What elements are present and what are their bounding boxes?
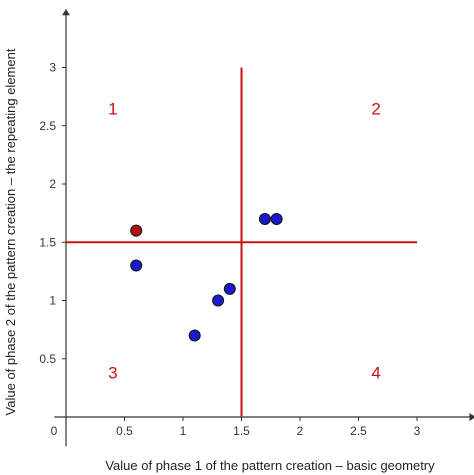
reference-lines xyxy=(66,67,417,417)
quadrant-labels: 1 2 3 4 xyxy=(108,99,381,382)
data-point xyxy=(270,212,283,225)
x-tick-label: 0 xyxy=(51,424,58,438)
x-axis-label: Value of phase 1 of the pattern creation… xyxy=(105,458,435,473)
y-axis-label: Value of phase 2 of the pattern creation… xyxy=(3,48,18,415)
x-tick-label: 1.5 xyxy=(233,424,250,438)
quadrant-label-1: 1 xyxy=(108,99,117,118)
y-tick-label: 3 xyxy=(49,61,56,75)
x-tick-label: 1 xyxy=(180,424,187,438)
y-tick-label: 1.5 xyxy=(39,235,56,249)
y-tick-labels: 0.5 1 1.5 2 2.5 3 xyxy=(39,61,66,366)
data-point xyxy=(223,282,236,295)
quadrant-label-2: 2 xyxy=(371,99,380,118)
quadrant-label-4: 4 xyxy=(371,364,380,383)
y-axis-arrow xyxy=(62,9,70,16)
x-tick-labels: 0 0.5 1 1.5 2 2.5 3 xyxy=(51,417,421,438)
y-tick-label: 0.5 xyxy=(39,352,56,366)
x-tick-label: 2.5 xyxy=(350,424,367,438)
data-point xyxy=(130,259,143,272)
y-tick-label: 1 xyxy=(49,294,56,308)
data-point xyxy=(258,212,271,225)
data-point xyxy=(130,224,143,237)
data-point xyxy=(188,329,201,342)
x-axis-arrow xyxy=(469,413,474,421)
y-tick-label: 2.5 xyxy=(39,119,56,133)
y-tick-label: 2 xyxy=(49,177,56,191)
x-tick-label: 0.5 xyxy=(116,424,133,438)
x-tick-label: 3 xyxy=(414,424,421,438)
x-tick-label: 2 xyxy=(297,424,304,438)
quadrant-label-3: 3 xyxy=(108,364,117,383)
data-point xyxy=(212,294,225,307)
data-points xyxy=(130,212,283,342)
